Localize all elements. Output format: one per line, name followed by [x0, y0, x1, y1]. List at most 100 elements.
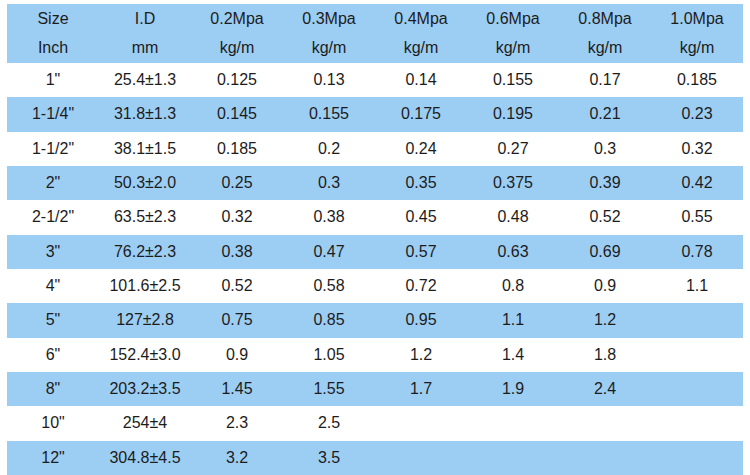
weight-cell: 0.58: [283, 277, 375, 295]
weight-cell: 0.52: [559, 208, 651, 226]
id-cell: 152.4±3.0: [99, 346, 191, 364]
size-cell: 1-1/4": [7, 105, 99, 123]
id-cell: 63.5±2.3: [99, 208, 191, 226]
id-cell: 76.2±2.3: [99, 243, 191, 261]
column-unit-kgm: kg/m: [191, 34, 283, 64]
table-row: 12"304.8±4.53.23.5: [7, 441, 743, 475]
column-unit-kgm: kg/m: [467, 34, 559, 64]
weight-cell: 0.155: [283, 105, 375, 123]
id-cell: 101.6±2.5: [99, 277, 191, 295]
weight-cell: 0.38: [283, 208, 375, 226]
weight-cell: 0.14: [375, 71, 467, 89]
weight-cell: 0.25: [191, 174, 283, 192]
weight-cell: 0.95: [375, 311, 467, 329]
size-cell: 6": [7, 346, 99, 364]
weight-cell: 0.52: [191, 277, 283, 295]
weight-cell: 0.45: [375, 208, 467, 226]
weight-cell: 0.72: [375, 277, 467, 295]
table-row: 6"152.4±3.00.91.051.21.41.8: [7, 338, 743, 372]
id-cell: 127±2.8: [99, 311, 191, 329]
weight-cell: 0.375: [467, 174, 559, 192]
weight-cell: 0.42: [651, 174, 743, 192]
weight-cell: 0.24: [375, 140, 467, 158]
table-row: 1-1/2"38.1±1.50.1850.20.240.270.30.32: [7, 132, 743, 166]
size-cell: 2-1/2": [7, 208, 99, 226]
weight-cell: 0.3: [559, 140, 651, 158]
weight-cell: 0.78: [651, 243, 743, 261]
weight-cell: 0.185: [651, 71, 743, 89]
id-cell: 203.2±3.5: [99, 380, 191, 398]
column-header-1-0mpa: 1.0Mpa: [651, 4, 743, 34]
weight-cell: 0.145: [191, 105, 283, 123]
weight-cell: 1.05: [283, 346, 375, 364]
table-row: 10"254±42.32.5: [7, 406, 743, 440]
weight-cell: 0.27: [467, 140, 559, 158]
weight-cell: 1.8: [559, 346, 651, 364]
weight-cell: 0.17: [559, 71, 651, 89]
weight-cell: 0.21: [559, 105, 651, 123]
weight-cell: 0.8: [467, 277, 559, 295]
weight-cell: 0.125: [191, 71, 283, 89]
column-header-0-2mpa: 0.2Mpa: [191, 4, 283, 34]
weight-cell: 0.3: [283, 174, 375, 192]
weight-cell: 1.2: [375, 346, 467, 364]
id-cell: 25.4±1.3: [99, 71, 191, 89]
table-row: 2"50.3±2.00.250.30.350.3750.390.42: [7, 166, 743, 200]
table-row: 2-1/2"63.5±2.30.320.380.450.480.520.55: [7, 200, 743, 234]
weight-cell: 0.32: [651, 140, 743, 158]
table-row: 1"25.4±1.30.1250.130.140.1550.170.185: [7, 63, 743, 97]
weight-cell: 1.1: [651, 277, 743, 295]
weight-cell: 0.57: [375, 243, 467, 261]
weight-cell: 1.55: [283, 380, 375, 398]
weight-cell: 0.9: [559, 277, 651, 295]
weight-cell: 0.195: [467, 105, 559, 123]
weight-cell: 0.32: [191, 208, 283, 226]
id-cell: 304.8±4.5: [99, 449, 191, 467]
size-cell: 5": [7, 311, 99, 329]
id-cell: 31.8±1.3: [99, 105, 191, 123]
weight-cell: 1.1: [467, 311, 559, 329]
size-cell: 1-1/2": [7, 140, 99, 158]
size-cell: 4": [7, 277, 99, 295]
weight-cell: 0.155: [467, 71, 559, 89]
column-unit-kgm: kg/m: [283, 34, 375, 64]
weight-cell: 0.69: [559, 243, 651, 261]
column-unit-mm: mm: [99, 34, 191, 64]
column-unit-kgm: kg/m: [651, 34, 743, 64]
weight-cell: 2.3: [191, 414, 283, 432]
weight-cell: 0.2: [283, 140, 375, 158]
column-header-0-8mpa: 0.8Mpa: [559, 4, 651, 34]
size-cell: 10": [7, 414, 99, 432]
weight-cell: 0.23: [651, 105, 743, 123]
weight-cell: 0.75: [191, 311, 283, 329]
column-header-0-4mpa: 0.4Mpa: [375, 4, 467, 34]
weight-cell: 0.55: [651, 208, 743, 226]
column-header-0-3mpa: 0.3Mpa: [283, 4, 375, 34]
column-header-0-6mpa: 0.6Mpa: [467, 4, 559, 34]
weight-cell: 0.175: [375, 105, 467, 123]
size-cell: 12": [7, 449, 99, 467]
hose-spec-table: Size I.D 0.2Mpa 0.3Mpa 0.4Mpa 0.6Mpa 0.8…: [7, 4, 743, 475]
id-cell: 38.1±1.5: [99, 140, 191, 158]
table-header: Size I.D 0.2Mpa 0.3Mpa 0.4Mpa 0.6Mpa 0.8…: [7, 4, 743, 63]
weight-cell: 0.9: [191, 346, 283, 364]
table-row: 8"203.2±3.51.451.551.71.92.4: [7, 372, 743, 406]
weight-cell: 0.35: [375, 174, 467, 192]
table-row: 3"76.2±2.30.380.470.570.630.690.78: [7, 235, 743, 269]
size-cell: 3": [7, 243, 99, 261]
weight-cell: 0.85: [283, 311, 375, 329]
size-cell: 8": [7, 380, 99, 398]
weight-cell: 0.47: [283, 243, 375, 261]
column-unit-inch: Inch: [7, 34, 99, 64]
column-unit-kgm: kg/m: [559, 34, 651, 64]
weight-cell: 3.2: [191, 449, 283, 467]
weight-cell: 0.48: [467, 208, 559, 226]
id-cell: 50.3±2.0: [99, 174, 191, 192]
weight-cell: 0.13: [283, 71, 375, 89]
weight-cell: 0.185: [191, 140, 283, 158]
weight-cell: 3.5: [283, 449, 375, 467]
weight-cell: 1.7: [375, 380, 467, 398]
weight-cell: 1.4: [467, 346, 559, 364]
weight-cell: 0.39: [559, 174, 651, 192]
table-row: 5"127±2.80.750.850.951.11.2: [7, 303, 743, 337]
